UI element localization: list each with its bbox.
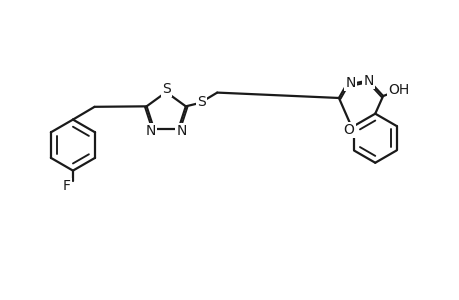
Text: S: S bbox=[197, 95, 206, 110]
Text: N: N bbox=[345, 76, 355, 90]
Text: OH: OH bbox=[387, 83, 409, 97]
Text: N: N bbox=[176, 124, 186, 138]
Text: F: F bbox=[63, 179, 71, 193]
Text: S: S bbox=[162, 82, 170, 96]
Text: N: N bbox=[145, 124, 156, 138]
Text: N: N bbox=[363, 74, 373, 88]
Text: O: O bbox=[343, 123, 354, 137]
